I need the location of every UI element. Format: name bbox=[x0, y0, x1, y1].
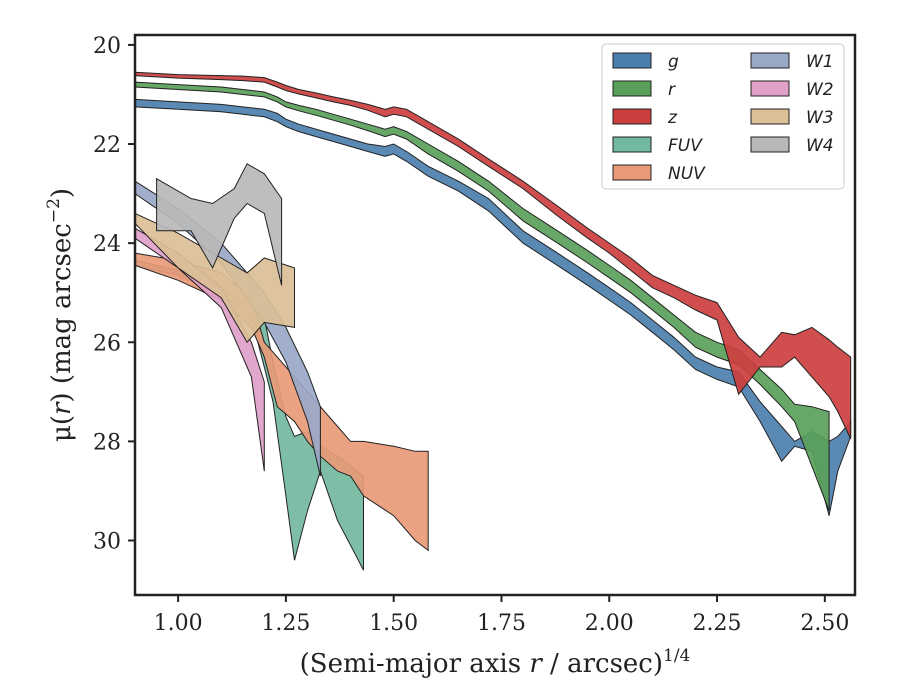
x-tick-label: 1.00 bbox=[154, 611, 203, 636]
x-tick-label: 2.25 bbox=[693, 611, 742, 636]
y-tick-label: 26 bbox=[93, 331, 121, 356]
band-w1 bbox=[134, 180, 321, 477]
band-w4 bbox=[156, 163, 283, 286]
legend-swatch-w1 bbox=[750, 52, 790, 69]
y-title-exp: −2 bbox=[44, 198, 64, 223]
x-axis-title: (Semi-major axis r / arcsec)1/4 bbox=[300, 646, 691, 679]
legend-swatch-w2 bbox=[750, 80, 790, 97]
legend-label-nuv: NUV bbox=[668, 164, 706, 184]
legend-label-w3: W3 bbox=[806, 108, 834, 128]
y-tick-label: 28 bbox=[93, 430, 121, 455]
legend-label-fuv: FUV bbox=[668, 136, 703, 156]
x-tick-label: 1.75 bbox=[477, 611, 526, 636]
x-tick-label: 1.25 bbox=[261, 611, 310, 636]
legend-swatch-z bbox=[612, 108, 652, 125]
y-tick-label: 30 bbox=[93, 529, 121, 554]
band-r bbox=[134, 81, 830, 511]
y-axis: 20 22 24 26 28 30 bbox=[93, 34, 135, 554]
legend-swatch-nuv bbox=[612, 164, 652, 181]
x-tick-label: 1.50 bbox=[369, 611, 418, 636]
legend-box bbox=[601, 43, 845, 190]
plot-frame bbox=[133, 33, 857, 597]
legend-label-w1: W1 bbox=[806, 52, 834, 72]
legend-label-r: r bbox=[668, 80, 676, 100]
legend-swatch-r bbox=[612, 80, 652, 97]
x-title-pre: (Semi-major axis bbox=[300, 649, 530, 679]
y-axis-title: μ(r) (mag arcsec−2) bbox=[44, 188, 77, 442]
legend: grz FUV NUV W1 W2 W3 W4 bbox=[601, 43, 845, 190]
y-title-mu: μ( bbox=[47, 415, 77, 442]
profile-bands bbox=[134, 71, 852, 571]
legend-swatch-g bbox=[612, 52, 652, 69]
x-axis: 1.00 1.25 1.50 1.75 2.00 2.25 2.50 bbox=[154, 595, 849, 636]
legend-label-g: g bbox=[668, 52, 679, 72]
y-title-var: r bbox=[47, 401, 77, 415]
band-w3 bbox=[134, 212, 295, 344]
legend-label-w2: W2 bbox=[806, 80, 834, 100]
y-tick-label: 22 bbox=[93, 133, 121, 158]
legend-swatch-fuv bbox=[612, 136, 652, 153]
band-z bbox=[134, 71, 852, 440]
x-title-var: r bbox=[529, 649, 543, 679]
y-title-close: ) bbox=[47, 188, 77, 198]
legend-label-w4: W4 bbox=[806, 136, 834, 156]
band-nuv bbox=[134, 252, 429, 552]
legend-swatch-w4 bbox=[750, 136, 790, 153]
x-title-exp: 1/4 bbox=[663, 646, 690, 666]
legend-label-z: z bbox=[667, 108, 678, 128]
y-tick-label: 24 bbox=[93, 232, 121, 257]
x-title-mid: / arcsec) bbox=[542, 649, 663, 679]
y-title-post: ) (mag arcsec bbox=[47, 223, 77, 402]
x-tick-label: 2.50 bbox=[800, 611, 849, 636]
x-tick-label: 2.00 bbox=[585, 611, 634, 636]
legend-swatch-w3 bbox=[750, 108, 790, 125]
y-tick-label: 20 bbox=[93, 34, 121, 59]
